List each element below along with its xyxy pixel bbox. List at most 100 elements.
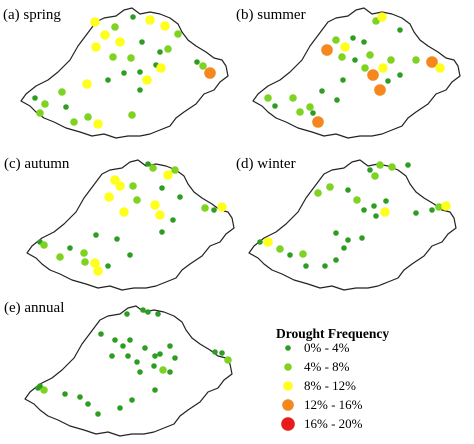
station-marker xyxy=(264,94,272,102)
station-marker xyxy=(374,84,386,96)
station-marker xyxy=(272,103,278,109)
legend-title: Drought Frequency xyxy=(276,326,389,341)
station-marker xyxy=(383,198,389,204)
station-marker xyxy=(164,45,172,53)
station-marker xyxy=(128,111,136,119)
station-marker xyxy=(157,351,163,357)
station-marker xyxy=(156,63,166,73)
station-marker xyxy=(306,103,314,111)
station-marker xyxy=(312,116,324,128)
station-marker xyxy=(341,245,347,251)
legend: Drought Frequency 0% - 4% 4% - 8% 8% - 12%… xyxy=(276,326,389,431)
station-marker xyxy=(397,72,403,78)
station-marker xyxy=(36,109,44,117)
station-marker xyxy=(435,203,443,211)
station-marker xyxy=(388,163,396,171)
station-marker xyxy=(155,210,165,220)
station-marker xyxy=(160,21,170,31)
panel-label-summer: (b) summer xyxy=(236,7,306,23)
station-marker xyxy=(142,345,148,351)
station-marker xyxy=(142,75,152,85)
station-marker xyxy=(150,200,160,210)
legend-swatch xyxy=(285,345,291,351)
station-marker xyxy=(224,356,232,364)
legend-label: 0% - 4% xyxy=(304,340,350,355)
station-marker xyxy=(40,241,48,249)
legend-label: 8% - 12% xyxy=(304,378,356,393)
station-marker xyxy=(145,309,151,315)
station-marker xyxy=(371,203,377,209)
station-marker xyxy=(125,353,131,359)
station-marker xyxy=(441,201,451,211)
station-marker xyxy=(77,394,83,400)
station-markers xyxy=(264,12,445,128)
station-marker xyxy=(263,237,273,247)
station-marker xyxy=(120,343,126,349)
station-marker xyxy=(80,249,88,257)
map-panel-spring: (a) spring xyxy=(3,7,229,139)
station-marker xyxy=(350,35,356,41)
station-marker xyxy=(380,207,390,217)
station-marker xyxy=(137,87,143,93)
station-marker xyxy=(127,337,133,343)
station-marker xyxy=(163,170,173,180)
station-marker xyxy=(296,108,304,116)
station-marker xyxy=(91,42,101,52)
station-marker xyxy=(199,62,207,70)
station-marker xyxy=(81,258,89,266)
station-marker xyxy=(345,237,351,243)
station-marker xyxy=(212,349,218,355)
region-outline xyxy=(248,159,457,291)
station-marker xyxy=(133,196,141,204)
station-marker xyxy=(319,88,325,94)
station-marker xyxy=(334,97,340,103)
station-marker xyxy=(289,94,297,102)
station-marker xyxy=(105,77,111,83)
station-marker xyxy=(321,44,333,56)
station-marker xyxy=(377,12,387,22)
station-marker xyxy=(201,204,209,212)
station-marker xyxy=(361,207,367,213)
station-marker xyxy=(124,311,130,317)
station-marker xyxy=(177,194,183,200)
station-marker xyxy=(340,42,350,52)
station-marker xyxy=(115,181,125,191)
station-marker xyxy=(111,23,119,31)
legend-swatch xyxy=(284,363,292,371)
station-marker xyxy=(219,350,225,356)
station-marker xyxy=(56,253,64,261)
station-marker xyxy=(303,263,309,269)
station-marker xyxy=(58,88,66,96)
station-marker xyxy=(112,337,118,343)
station-marker xyxy=(412,56,420,64)
legend-label: 4% - 8% xyxy=(304,359,350,374)
region-outline xyxy=(24,305,233,437)
station-marker xyxy=(155,311,161,317)
station-marker xyxy=(299,250,307,258)
station-marker xyxy=(373,213,379,219)
station-marker xyxy=(378,63,388,73)
map-panel-autumn: (c) autumn xyxy=(4,156,235,291)
station-marker xyxy=(159,366,167,374)
station-markers xyxy=(32,14,216,129)
station-marker xyxy=(167,369,173,375)
station-marker xyxy=(104,192,114,202)
station-marker xyxy=(32,95,38,101)
station-marker xyxy=(159,229,165,235)
station-markers xyxy=(257,161,451,269)
map-panel-summer: (b) summer xyxy=(236,7,461,139)
station-marker xyxy=(152,353,158,359)
station-marker xyxy=(137,369,143,375)
station-marker xyxy=(174,30,182,38)
station-marker xyxy=(322,263,328,269)
region-outline xyxy=(252,7,461,139)
station-marker xyxy=(204,67,216,79)
station-marker xyxy=(367,69,379,81)
station-marker xyxy=(140,307,146,313)
station-marker xyxy=(84,113,92,121)
station-marker xyxy=(352,57,358,63)
station-marker xyxy=(361,64,369,72)
station-markers xyxy=(35,307,232,417)
station-marker xyxy=(145,15,155,25)
station-marker xyxy=(159,185,165,191)
